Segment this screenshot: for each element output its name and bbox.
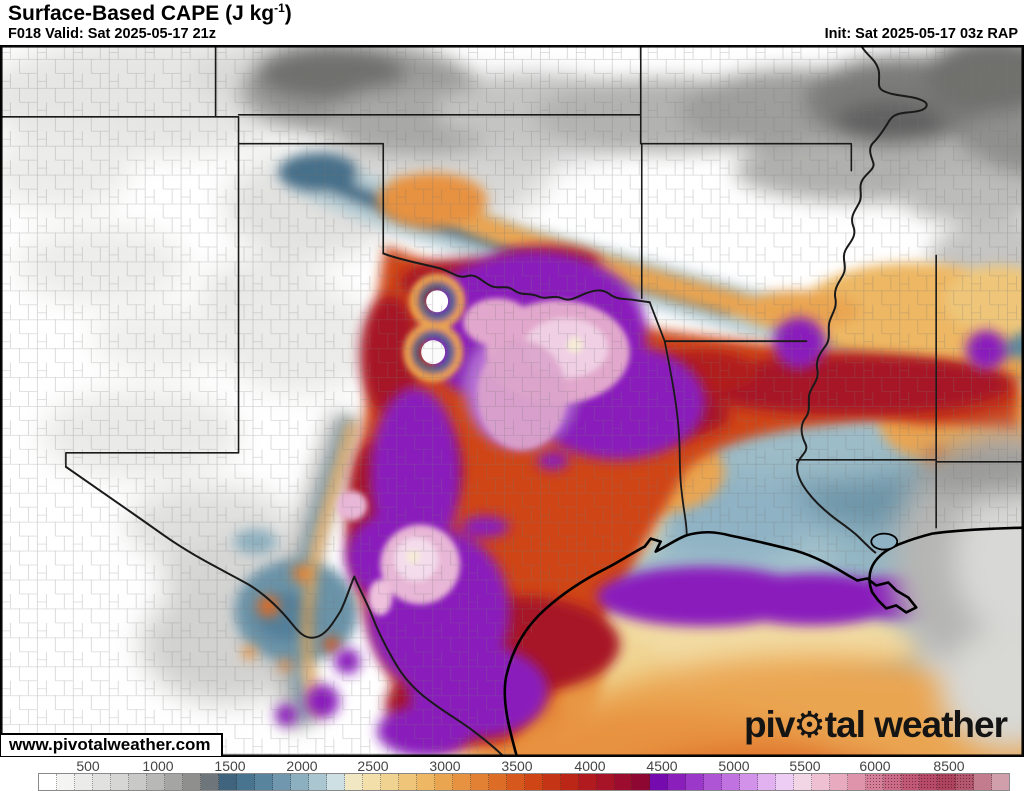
map-container: www.pivotalweather.com piv ⚙ tal weather [0, 45, 1024, 757]
colorbar-cell [398, 774, 417, 790]
colorbar-cell [326, 774, 345, 790]
colorbar-cell [200, 774, 219, 790]
colorbar-cell [866, 774, 885, 790]
valid-time-label: F018 Valid: Sat 2025-05-17 21z [8, 26, 216, 42]
colorbar-cell [560, 774, 579, 790]
colorbar-tick: 6000 [859, 758, 891, 774]
colorbar-tick: 5500 [789, 758, 821, 774]
logo-text-prefix: piv [743, 704, 795, 745]
colorbar-cell [686, 774, 705, 790]
colorbar-cell [596, 774, 615, 790]
colorbar-cell [992, 774, 1010, 790]
colorbar-tick: 3000 [429, 758, 461, 774]
colorbar-cell [794, 774, 813, 790]
colorbar-cell [632, 774, 651, 790]
colorbar-cell [920, 774, 939, 790]
colorbar-cell [110, 774, 129, 790]
colorbar-ticks: 500 1000 1500 2000 2500 3000 3500 4000 4500 5000 5… [0, 758, 1024, 774]
colorbar-tick: 3500 [501, 758, 533, 774]
colorbar-tick: 1500 [214, 758, 246, 774]
colorbar-cell [488, 774, 507, 790]
colorbar-tick: 4500 [646, 758, 678, 774]
colorbar-cell [128, 774, 147, 790]
watermark-url: www.pivotalweather.com [1, 733, 223, 756]
colorbar-cell [218, 774, 237, 790]
colorbar-tick: 2500 [357, 758, 389, 774]
state-borders [1, 46, 1023, 756]
colorbar-cell [506, 774, 525, 790]
colorbar [38, 773, 1010, 791]
brand-logo: piv ⚙ tal weather [743, 704, 1008, 746]
mississippi-river [796, 46, 928, 554]
colorbar-cell [236, 774, 255, 790]
colorbar-cell [650, 774, 669, 790]
colorbar-cell [848, 774, 867, 790]
colorbar-cell [956, 774, 975, 790]
colorbar-cell [272, 774, 291, 790]
colorbar-tick: 8500 [933, 758, 965, 774]
gear-icon: ⚙ [793, 705, 826, 746]
colorbar-tick: 1000 [142, 758, 174, 774]
colorbar-cell [938, 774, 957, 790]
colorbar-cell [344, 774, 363, 790]
colorbar-cell [182, 774, 201, 790]
colorbar-cell [434, 774, 453, 790]
colorbar-cell [470, 774, 489, 790]
colorbar-cell [39, 774, 57, 790]
colorbar-cell [452, 774, 471, 790]
red-river-border [382, 252, 651, 304]
init-time-label: Init: Sat 2025-05-17 03z RAP [824, 26, 1018, 42]
colorbar-scale: 500 1000 1500 2000 2500 3000 3500 4000 4500 5000 5… [0, 758, 1024, 791]
colorbar-cell [902, 774, 921, 790]
colorbar-cell [704, 774, 723, 790]
colorbar-cell [758, 774, 777, 790]
colorbar-cell [362, 774, 381, 790]
colorbar-tick: 4000 [574, 758, 606, 774]
colorbar-cell [812, 774, 831, 790]
colorbar-tick: 2000 [286, 758, 318, 774]
colorbar-cell [56, 774, 75, 790]
colorbar-cell [164, 774, 183, 790]
colorbar-cell [254, 774, 273, 790]
lake-pontchartrain [870, 532, 899, 551]
colorbar-cell [722, 774, 741, 790]
colorbar-cell [974, 774, 993, 790]
rio-grande-border [64, 465, 505, 756]
colorbar-cell [668, 774, 687, 790]
colorbar-cell [290, 774, 309, 790]
colorbar-cell [884, 774, 903, 790]
page-title: Surface-Based CAPE (J kg-1) [8, 1, 292, 25]
colorbar-cell [146, 774, 165, 790]
colorbar-tick: 500 [76, 758, 100, 774]
colorbar-cell [92, 774, 111, 790]
colorbar-cell [776, 774, 795, 790]
colorbar-cell [74, 774, 93, 790]
colorbar-cell [614, 774, 633, 790]
logo-text-suffix: tal weather [824, 704, 1008, 745]
colorbar-tick: 5000 [718, 758, 750, 774]
colorbar-cell [416, 774, 435, 790]
colorbar-cell [740, 774, 759, 790]
colorbar-cell [578, 774, 597, 790]
coastline [503, 526, 1023, 756]
colorbar-cell [524, 774, 543, 790]
colorbar-cell [380, 774, 399, 790]
colorbar-cell [542, 774, 561, 790]
colorbar-cell [308, 774, 327, 790]
colorbar-cell [830, 774, 849, 790]
map-canvas[interactable] [1, 46, 1023, 756]
